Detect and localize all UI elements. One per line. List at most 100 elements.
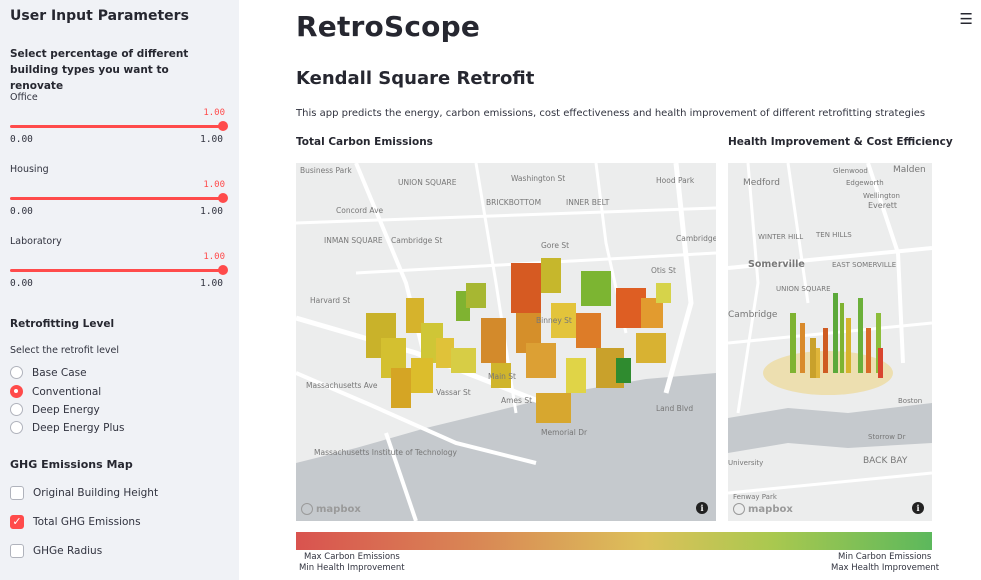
ghg-heading: GHG Emissions Map xyxy=(10,458,133,471)
map-place-label: Main St xyxy=(488,372,516,381)
slider-label-laboratory: Laboratory xyxy=(10,236,62,247)
checkbox-label: GHGe Radius xyxy=(33,545,103,557)
page-subtitle: Kendall Square Retrofit xyxy=(296,68,535,89)
slider-label-housing: Housing xyxy=(10,164,49,175)
slider-track[interactable] xyxy=(10,125,223,128)
slider-thumb[interactable] xyxy=(218,193,228,203)
slider-value: 1.00 xyxy=(203,108,225,118)
slider-min: 0.00 xyxy=(10,206,33,217)
map-place-label: UNION SQUARE xyxy=(398,178,457,187)
radio-conventional[interactable]: Conventional xyxy=(10,385,101,398)
main-content: ☰ RetroScope Kendall Square Retrofit Thi… xyxy=(239,0,981,580)
map-place-label: Land Blvd xyxy=(656,404,693,413)
map-place-label: Everett xyxy=(868,201,897,210)
map-place-label: Medford xyxy=(743,178,780,188)
housing-slider[interactable]: 1.00 0.00 1.00 xyxy=(10,180,228,217)
slider-thumb[interactable] xyxy=(218,121,228,131)
map-place-label: Massachusetts Institute of Technology xyxy=(314,448,458,457)
checkbox-box[interactable] xyxy=(10,544,24,558)
checkbox-total-ghg[interactable]: ✓ Total GHG Emissions xyxy=(10,515,141,529)
map-place-label: BRICKBOTTOM xyxy=(486,198,541,207)
radio-deep-energy-plus[interactable]: Deep Energy Plus xyxy=(10,421,124,434)
map-place-label: Business Park xyxy=(300,166,352,175)
slider-track[interactable] xyxy=(10,197,223,200)
mapbox-logo[interactable]: mapbox xyxy=(733,503,793,515)
checkbox-original-height[interactable]: Original Building Height xyxy=(10,486,158,500)
map-place-label: Massachusetts Ave xyxy=(306,381,378,390)
map-place-label: Vassar St xyxy=(436,388,471,397)
mapbox-logo[interactable]: mapbox xyxy=(301,503,361,515)
legend-min-health: Min Health Improvement xyxy=(299,563,405,573)
slider-thumb[interactable] xyxy=(218,265,228,275)
health-cost-map[interactable]: Malden Medford Somerville WINTER HILL TE… xyxy=(728,163,932,521)
info-icon[interactable]: i xyxy=(912,502,924,514)
mapbox-text: mapbox xyxy=(316,503,361,515)
retrofit-prompt: Select the retrofit level xyxy=(10,345,120,356)
map-place-label: Glenwood xyxy=(833,167,868,175)
legend-min-carbon: Min Carbon Emissions xyxy=(838,552,932,562)
map-place-label: Storrow Dr xyxy=(868,433,906,441)
map2-label: Health Improvement & Cost Efficiency xyxy=(728,136,953,148)
carbon-emissions-map[interactable]: Business Park UNION SQUARE Washington St… xyxy=(296,163,716,521)
checkbox-checked-icon[interactable]: ✓ xyxy=(10,515,24,529)
sidebar: User Input Parameters Select percentage … xyxy=(0,0,239,580)
map-place-label: Cambridge xyxy=(728,310,778,320)
radio-circle-selected[interactable] xyxy=(10,385,23,398)
mapbox-icon xyxy=(733,503,745,515)
color-legend-bar xyxy=(296,532,932,550)
slider-value: 1.00 xyxy=(203,252,225,262)
app-title: RetroScope xyxy=(296,10,481,43)
map-place-label: Cambridge Crossing xyxy=(676,234,716,243)
map-place-label: Hood Park xyxy=(656,176,695,185)
slider-track[interactable] xyxy=(10,269,223,272)
map-place-label: EAST SOMERVILLE xyxy=(832,261,896,269)
slider-min: 0.00 xyxy=(10,134,33,145)
map-place-label: WINTER HILL xyxy=(758,233,803,241)
legend-max-health: Max Health Improvement xyxy=(831,563,940,573)
radio-circle[interactable] xyxy=(10,366,23,379)
map-place-label: University xyxy=(728,459,763,467)
radio-base-case[interactable]: Base Case xyxy=(10,366,87,379)
slider-max: 1.00 xyxy=(200,206,223,217)
map1-canvas[interactable]: Business Park UNION SQUARE Washington St… xyxy=(296,163,716,521)
slider-min: 0.00 xyxy=(10,278,33,289)
map-place-label: Cambridge St xyxy=(391,236,442,245)
map-place-label: TEN HILLS xyxy=(815,231,852,239)
checkbox-label: Original Building Height xyxy=(33,487,159,499)
slider-max: 1.00 xyxy=(200,134,223,145)
radio-deep-energy[interactable]: Deep Energy xyxy=(10,403,100,416)
map-place-label: Memorial Dr xyxy=(541,428,588,437)
map-place-label: Boston xyxy=(898,397,922,405)
radio-label: Conventional xyxy=(32,385,102,398)
map-place-label: Edgeworth xyxy=(846,179,884,187)
map-place-label: BACK BAY xyxy=(863,456,908,466)
radio-circle[interactable] xyxy=(10,403,23,416)
slider-max: 1.00 xyxy=(200,278,223,289)
mapbox-text: mapbox xyxy=(748,503,793,515)
checkbox-label: Total GHG Emissions xyxy=(33,516,141,528)
map-place-label: Gore St xyxy=(541,241,569,250)
slider-value: 1.00 xyxy=(203,180,225,190)
hamburger-icon[interactable]: ☰ xyxy=(959,10,973,28)
map-place-label: Concord Ave xyxy=(336,206,384,215)
office-slider[interactable]: 1.00 0.00 1.00 xyxy=(10,108,228,145)
map1-label: Total Carbon Emissions xyxy=(296,136,433,148)
map-place-label: INMAN SQUARE xyxy=(324,236,383,245)
map-place-label: UNION SQUARE xyxy=(776,285,831,293)
map2-canvas[interactable]: Malden Medford Somerville WINTER HILL TE… xyxy=(728,163,932,521)
checkbox-box[interactable] xyxy=(10,486,24,500)
slider-label-office: Office xyxy=(10,92,38,103)
radio-label: Base Case xyxy=(32,366,87,379)
map-place-label: Malden xyxy=(893,165,926,175)
laboratory-slider[interactable]: 1.00 0.00 1.00 xyxy=(10,252,228,289)
checkbox-ghge-radius[interactable]: GHGe Radius xyxy=(10,544,102,558)
mapbox-icon xyxy=(301,503,313,515)
map-place-label: Otis St xyxy=(651,266,676,275)
app-description: This app predicts the energy, carbon emi… xyxy=(296,108,926,119)
renovate-heading: Select percentage of different building … xyxy=(10,48,189,92)
map-place-label: Fenway Park xyxy=(733,493,778,501)
map-place-label: Binney St xyxy=(536,316,572,325)
map-place-label: Harvard St xyxy=(310,296,350,305)
radio-circle[interactable] xyxy=(10,421,23,434)
info-icon[interactable]: i xyxy=(696,502,708,514)
